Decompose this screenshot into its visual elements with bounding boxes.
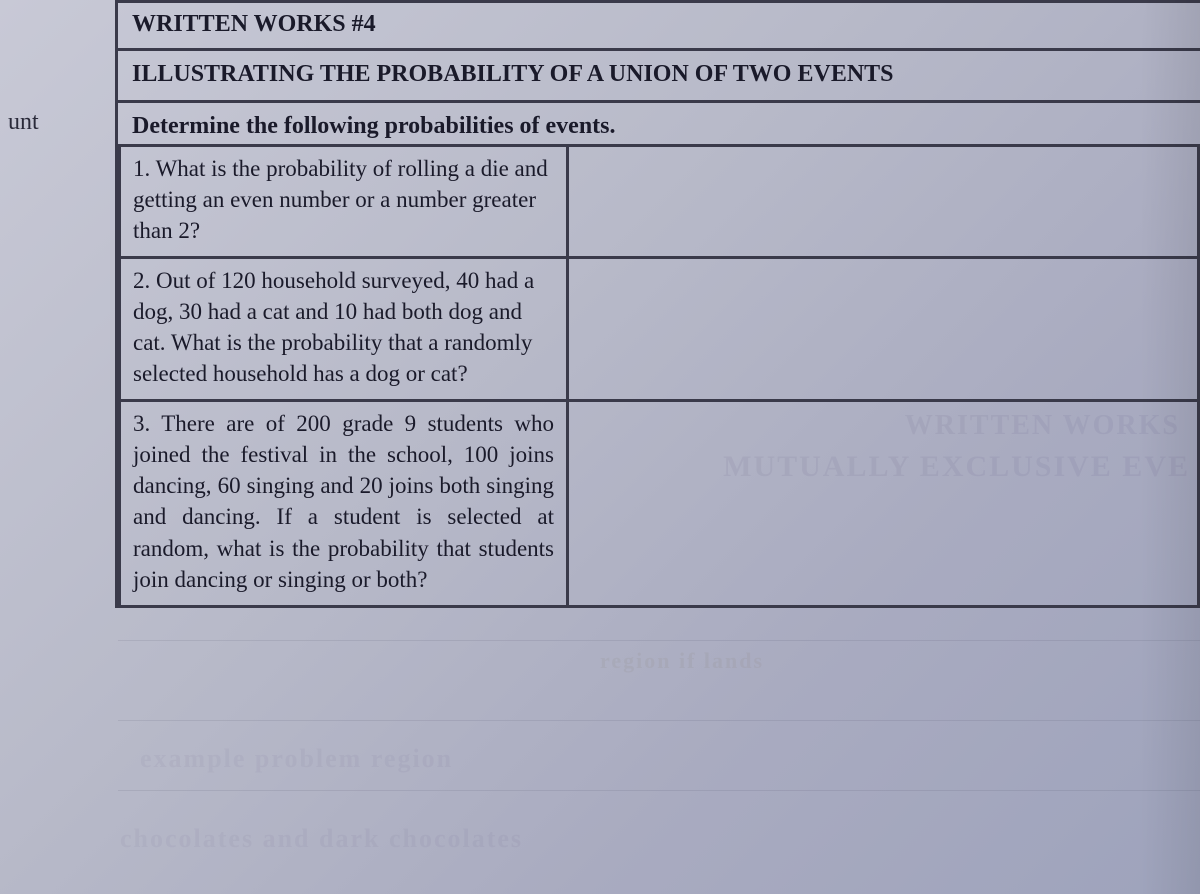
ghost-text: chocolates and dark chocolates (120, 824, 523, 854)
bleed-line (118, 640, 1200, 641)
bleed-line (118, 790, 1200, 791)
questions-table: 1. What is the probability of rolling a … (118, 144, 1200, 608)
worksheet-instruction: Determine the following probabilities of… (118, 100, 1200, 144)
table-row: 2. Out of 120 household surveyed, 40 had… (120, 258, 1199, 401)
answer-cell-3 (568, 401, 1199, 606)
question-text: 1. What is the probability of rolling a … (133, 156, 548, 243)
question-text: 3. There are of 200 grade 9 students who… (133, 411, 554, 591)
ghost-text: example problem region (140, 744, 453, 774)
question-cell-1: 1. What is the probability of rolling a … (120, 146, 568, 258)
worksheet-sheet: WRITTEN WORKS #4 ILLUSTRATING THE PROBAB… (115, 0, 1200, 608)
question-cell-3: 3. There are of 200 grade 9 students who… (120, 401, 568, 606)
ghost-text: region if lands (600, 648, 764, 674)
table-row: 1. What is the probability of rolling a … (120, 146, 1199, 258)
question-text: 2. Out of 120 household surveyed, 40 had… (133, 268, 534, 386)
question-cell-2: 2. Out of 120 household surveyed, 40 had… (120, 258, 568, 401)
table-row: 3. There are of 200 grade 9 students who… (120, 401, 1199, 606)
worksheet-heading-1: WRITTEN WORKS #4 (118, 3, 1200, 48)
binder-tab-label: unt (0, 105, 47, 140)
bleed-line (118, 720, 1200, 721)
worksheet-heading-2: ILLUSTRATING THE PROBABILITY OF A UNION … (118, 48, 1200, 100)
answer-cell-2 (568, 258, 1199, 401)
answer-cell-1 (568, 146, 1199, 258)
